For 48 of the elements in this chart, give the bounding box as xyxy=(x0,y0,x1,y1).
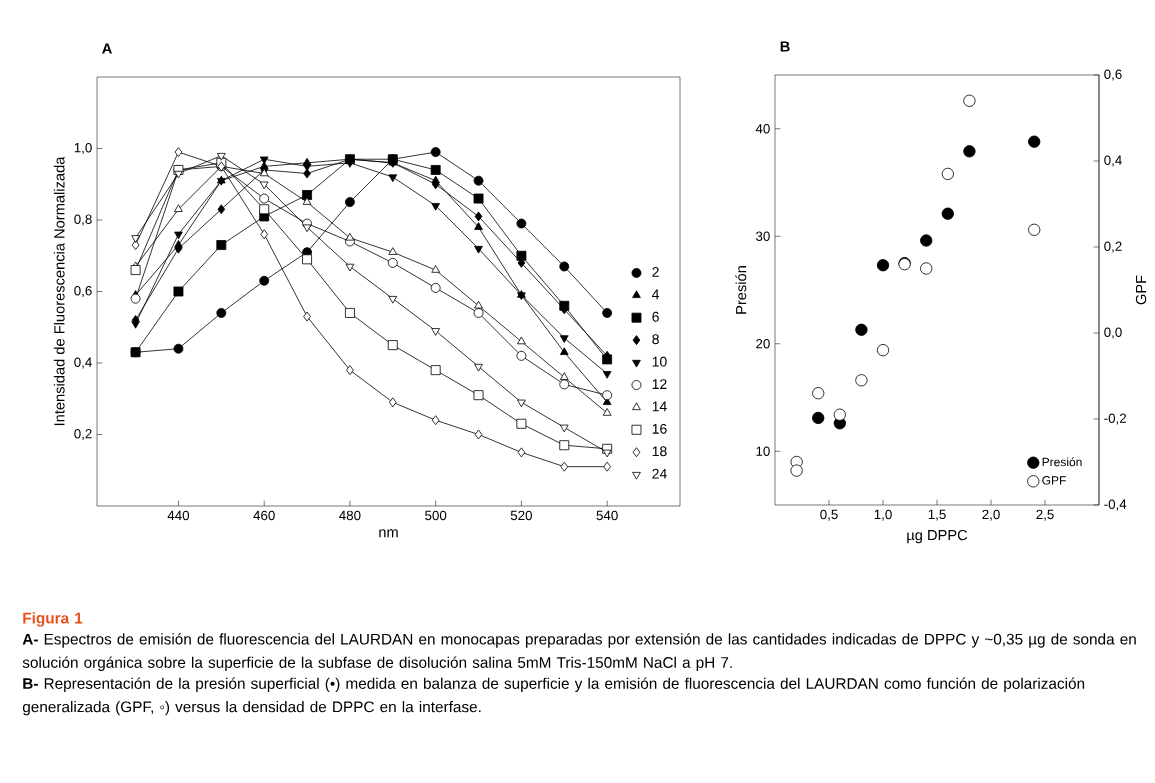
legend-label: 2 xyxy=(652,267,659,277)
legend-label: 24 xyxy=(652,468,667,479)
legend-label: 10 xyxy=(652,356,667,367)
x-tick-label: 500 xyxy=(425,510,447,521)
x-axis-title: nm xyxy=(379,529,398,538)
x-tick-label: 480 xyxy=(339,510,361,521)
y-tick-label: 20 xyxy=(756,339,770,349)
x-tick-label: 1,5 xyxy=(928,509,946,521)
y-tick-label: 0,4 xyxy=(74,357,92,369)
y-tick-label: 10 xyxy=(756,446,770,456)
x-tick-label: 460 xyxy=(253,510,275,521)
y-tick-label: 0,2 xyxy=(74,429,92,441)
text: B- Representación de la presión superficial (•) medida en balanza de superficie y la emisión de fluorescencia del LAURDAN como función de polarización generalizada (GPF, ◦) versus la densidad de DPPC en la interfase. xyxy=(22,677,1085,716)
legend-label: Presión xyxy=(1042,457,1082,467)
legend-label: 6 xyxy=(652,311,659,322)
x-tick-label: 1,0 xyxy=(874,509,892,521)
y-tick-label: 0,6 xyxy=(74,285,92,298)
text: Figura 1 xyxy=(23,612,83,627)
y2-tick-label: -0,2 xyxy=(1104,413,1127,425)
y-tick-label: 30 xyxy=(755,231,770,241)
x-tick-label: 2,0 xyxy=(982,509,1000,521)
y-tick-label: 40 xyxy=(755,124,770,134)
y2-tick-label: -0,4 xyxy=(1104,499,1127,511)
y-axis-title: Intensidad de Fluorescencia Normalizada xyxy=(53,156,65,426)
text: A- Espectros de emisión de fluorescencia del LAURDAN en monocapas preparadas por extensión de las cantidades indicadas de DPPC y ~0,35 µg de sonda en solución orgánica sobre la superficie de la subfase de disolución salina 5mM Tris-150mM NaCl a pH 7. xyxy=(22,633,1136,671)
x-tick-label: 520 xyxy=(510,510,532,521)
legend-label: 8 xyxy=(652,334,659,345)
y2-tick-label: 0,6 xyxy=(1104,69,1122,81)
y2-axis-title: GPF xyxy=(1135,275,1147,305)
y2-tick-label: 0,2 xyxy=(1104,241,1122,253)
x-tick-label: 440 xyxy=(167,510,190,521)
x-tick-label: 540 xyxy=(596,510,618,521)
legend-label: 14 xyxy=(652,401,667,412)
x-axis-title: µg DPPC xyxy=(907,529,968,544)
y-tick-label: 1,0 xyxy=(74,142,92,155)
x-tick-label: 0,5 xyxy=(820,509,838,521)
chart-title: A xyxy=(102,43,112,54)
legend-label: 18 xyxy=(652,446,667,457)
x-tick-label: 2,5 xyxy=(1036,509,1054,521)
y-axis-title: Presión xyxy=(735,266,747,314)
y2-tick-label: 0,4 xyxy=(1104,155,1122,167)
chart-title: B xyxy=(780,41,790,52)
y2-tick-label: 0,0 xyxy=(1104,327,1122,339)
legend-label: GPF xyxy=(1042,476,1066,485)
legend-label: 4 xyxy=(651,289,660,300)
y-tick-label: 0,8 xyxy=(74,214,92,226)
legend-label: 12 xyxy=(652,379,667,389)
legend-label: 16 xyxy=(652,423,667,434)
